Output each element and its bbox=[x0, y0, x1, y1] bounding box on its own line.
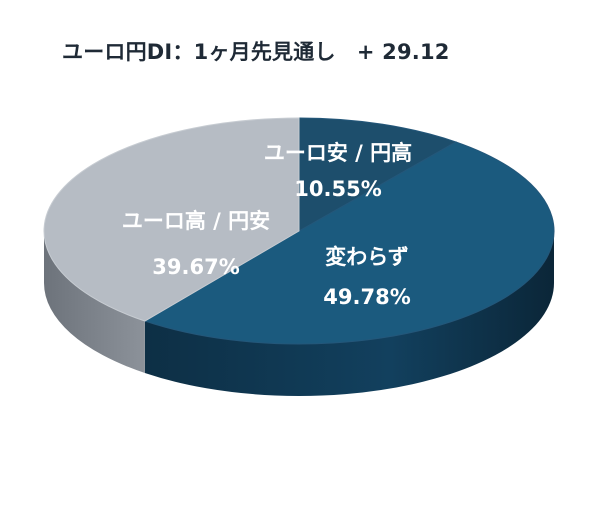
slice-value-label-unchanged: 49.78% bbox=[323, 285, 410, 309]
slice-value-label-euro-weak-yen-strong: 10.55% bbox=[294, 177, 381, 201]
pie-slices bbox=[43, 117, 555, 345]
slice-unchanged bbox=[143, 141, 555, 345]
chart-title: ユーロ円DI：1ヶ月先見通し + 29.12 bbox=[62, 40, 450, 64]
slice-euro-weak-yen-strong bbox=[298, 117, 458, 232]
slice-side-euro-strong-yen-weak bbox=[44, 231, 145, 374]
slice-value-label-euro-strong-yen-weak: 39.67% bbox=[152, 255, 239, 279]
slice-category-label-unchanged: 変わらず bbox=[325, 245, 409, 269]
slice-category-label-euro-weak-yen-strong: ユーロ安 / 円高 bbox=[264, 141, 412, 165]
slice-side-unchanged bbox=[144, 231, 555, 396]
pie-sides bbox=[44, 231, 555, 396]
slice-category-label-euro-strong-yen-weak: ユーロ高 / 円安 bbox=[122, 209, 270, 233]
pie-labels: ユーロ安 / 円高 10.55% 変わらず 49.78% ユーロ高 / 円安 39.67% bbox=[122, 141, 412, 309]
slice-euro-strong-yen-weak bbox=[43, 117, 300, 322]
